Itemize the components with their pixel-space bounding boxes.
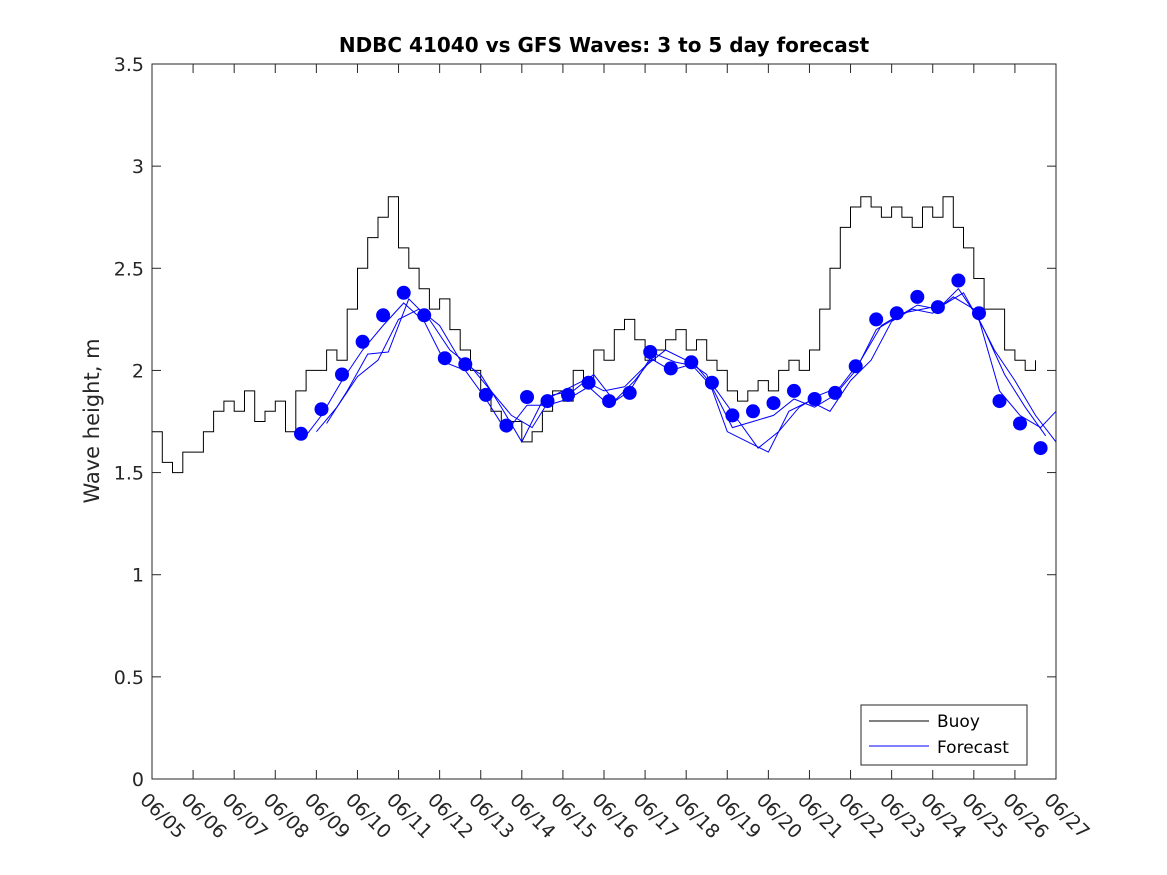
y-tick-label: 3	[132, 156, 144, 178]
forecast-point	[766, 396, 781, 411]
buoy-series-line	[152, 196, 1036, 474]
forecast-point	[828, 385, 843, 400]
y-tick-label: 0	[132, 769, 144, 791]
forecast-point	[335, 367, 349, 382]
forecast-point	[499, 418, 514, 433]
forecast-point	[1013, 416, 1027, 431]
forecast-point	[869, 312, 884, 327]
forecast-point	[478, 387, 493, 402]
forecast-point	[561, 387, 575, 402]
forecast-point	[314, 402, 329, 417]
y-tick-label: 2.5	[114, 258, 144, 280]
forecast-point	[848, 359, 863, 374]
forecast-point	[684, 355, 699, 370]
forecast-point	[581, 375, 596, 390]
forecast-point	[622, 385, 637, 400]
forecast-point	[437, 351, 452, 366]
forecast-point	[643, 345, 658, 359]
forecast-point	[458, 357, 473, 372]
forecast-point	[807, 392, 822, 406]
forecast-point	[992, 394, 1007, 409]
forecast-point	[972, 306, 986, 321]
forecast-point	[704, 375, 719, 390]
legend: Buoy Forecast	[860, 704, 1028, 766]
forecast-point	[520, 390, 534, 404]
y-tick-label: 2	[132, 360, 144, 382]
legend-forecast-label: Forecast	[937, 738, 1009, 758]
y-tick-label: 3.5	[114, 54, 144, 76]
forecast-point	[951, 273, 966, 288]
forecast-point	[725, 408, 740, 423]
forecast-point	[417, 308, 432, 323]
y-tick-label: 1.5	[114, 463, 144, 485]
forecast-point	[910, 289, 925, 304]
forecast-point	[602, 394, 617, 409]
forecast-point	[889, 306, 904, 321]
forecast-point	[540, 394, 555, 409]
legend-box	[860, 704, 1028, 766]
forecast-point	[355, 334, 370, 349]
forecast-point	[663, 361, 678, 376]
forecast-point	[746, 404, 760, 419]
forecast-point	[376, 308, 391, 323]
forecast-point	[930, 300, 945, 315]
forecast-point	[787, 383, 801, 398]
legend-buoy-label: Buoy	[937, 712, 980, 732]
forecast-point	[294, 426, 308, 441]
chart-title: NDBC 41040 vs GFS Waves: 3 to 5 day fore…	[339, 33, 870, 57]
forecast-point	[396, 285, 411, 300]
y-axis-label: Wave height, m	[80, 338, 104, 503]
y-tick-label: 0.5	[114, 667, 144, 689]
forecast-point	[1033, 441, 1048, 456]
y-tick-label: 1	[132, 565, 144, 587]
